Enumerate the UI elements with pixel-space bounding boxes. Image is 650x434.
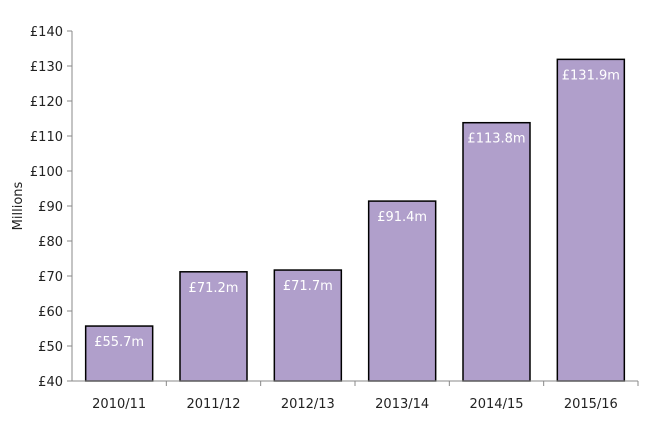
x-tick-label: 2015/16	[564, 397, 618, 412]
x-tick-label: 2014/15	[469, 397, 523, 412]
y-tick-label: £130	[30, 60, 63, 75]
bar-data-label: £71.7m	[283, 279, 333, 294]
y-tick-label: £50	[38, 340, 63, 355]
bar-2011-12	[179, 271, 248, 382]
bar-data-label: £113.8m	[467, 132, 525, 147]
x-tick-label: 2011/12	[186, 397, 240, 412]
y-tick-label: £60	[38, 305, 63, 320]
y-tick-label: £90	[38, 200, 63, 215]
x-axis-ticks: 2010/11 2011/12 2012/13 2013/14 2014/15 2015/…	[92, 381, 639, 412]
bar-data-label: £131.9m	[562, 68, 620, 83]
y-tick-label: £80	[38, 235, 63, 250]
x-tick-label: 2010/11	[92, 397, 146, 412]
bar-2012-13	[273, 269, 343, 382]
bar-data-label: £71.2m	[189, 281, 239, 296]
y-tick-label: £40	[38, 375, 63, 390]
bar-data-label: £55.7m	[94, 335, 144, 350]
y-axis-title: Millions	[11, 181, 26, 230]
y-tick-label: £100	[30, 165, 63, 180]
y-tick-label: £140	[30, 25, 63, 40]
x-tick-label: 2012/13	[281, 397, 335, 412]
x-tick-label: 2013/14	[375, 397, 429, 412]
y-tick-label: £120	[30, 95, 63, 110]
bar-2014-15	[462, 121, 531, 382]
bar-2010-11	[84, 325, 154, 382]
y-tick-label: £70	[38, 270, 63, 285]
bars-group: £55.7m £71.2m £71.7m £91.4m £113.8m £131.9m	[84, 58, 626, 382]
bar-data-label: £91.4m	[377, 210, 427, 225]
bar-2013-14	[367, 200, 437, 382]
bar-2015-16	[556, 58, 626, 382]
y-tick-label: £110	[30, 130, 63, 145]
y-axis-ticks: £40 £50 £60 £70 £80 £90 £100 £110 £120 £130 £140	[30, 25, 72, 390]
